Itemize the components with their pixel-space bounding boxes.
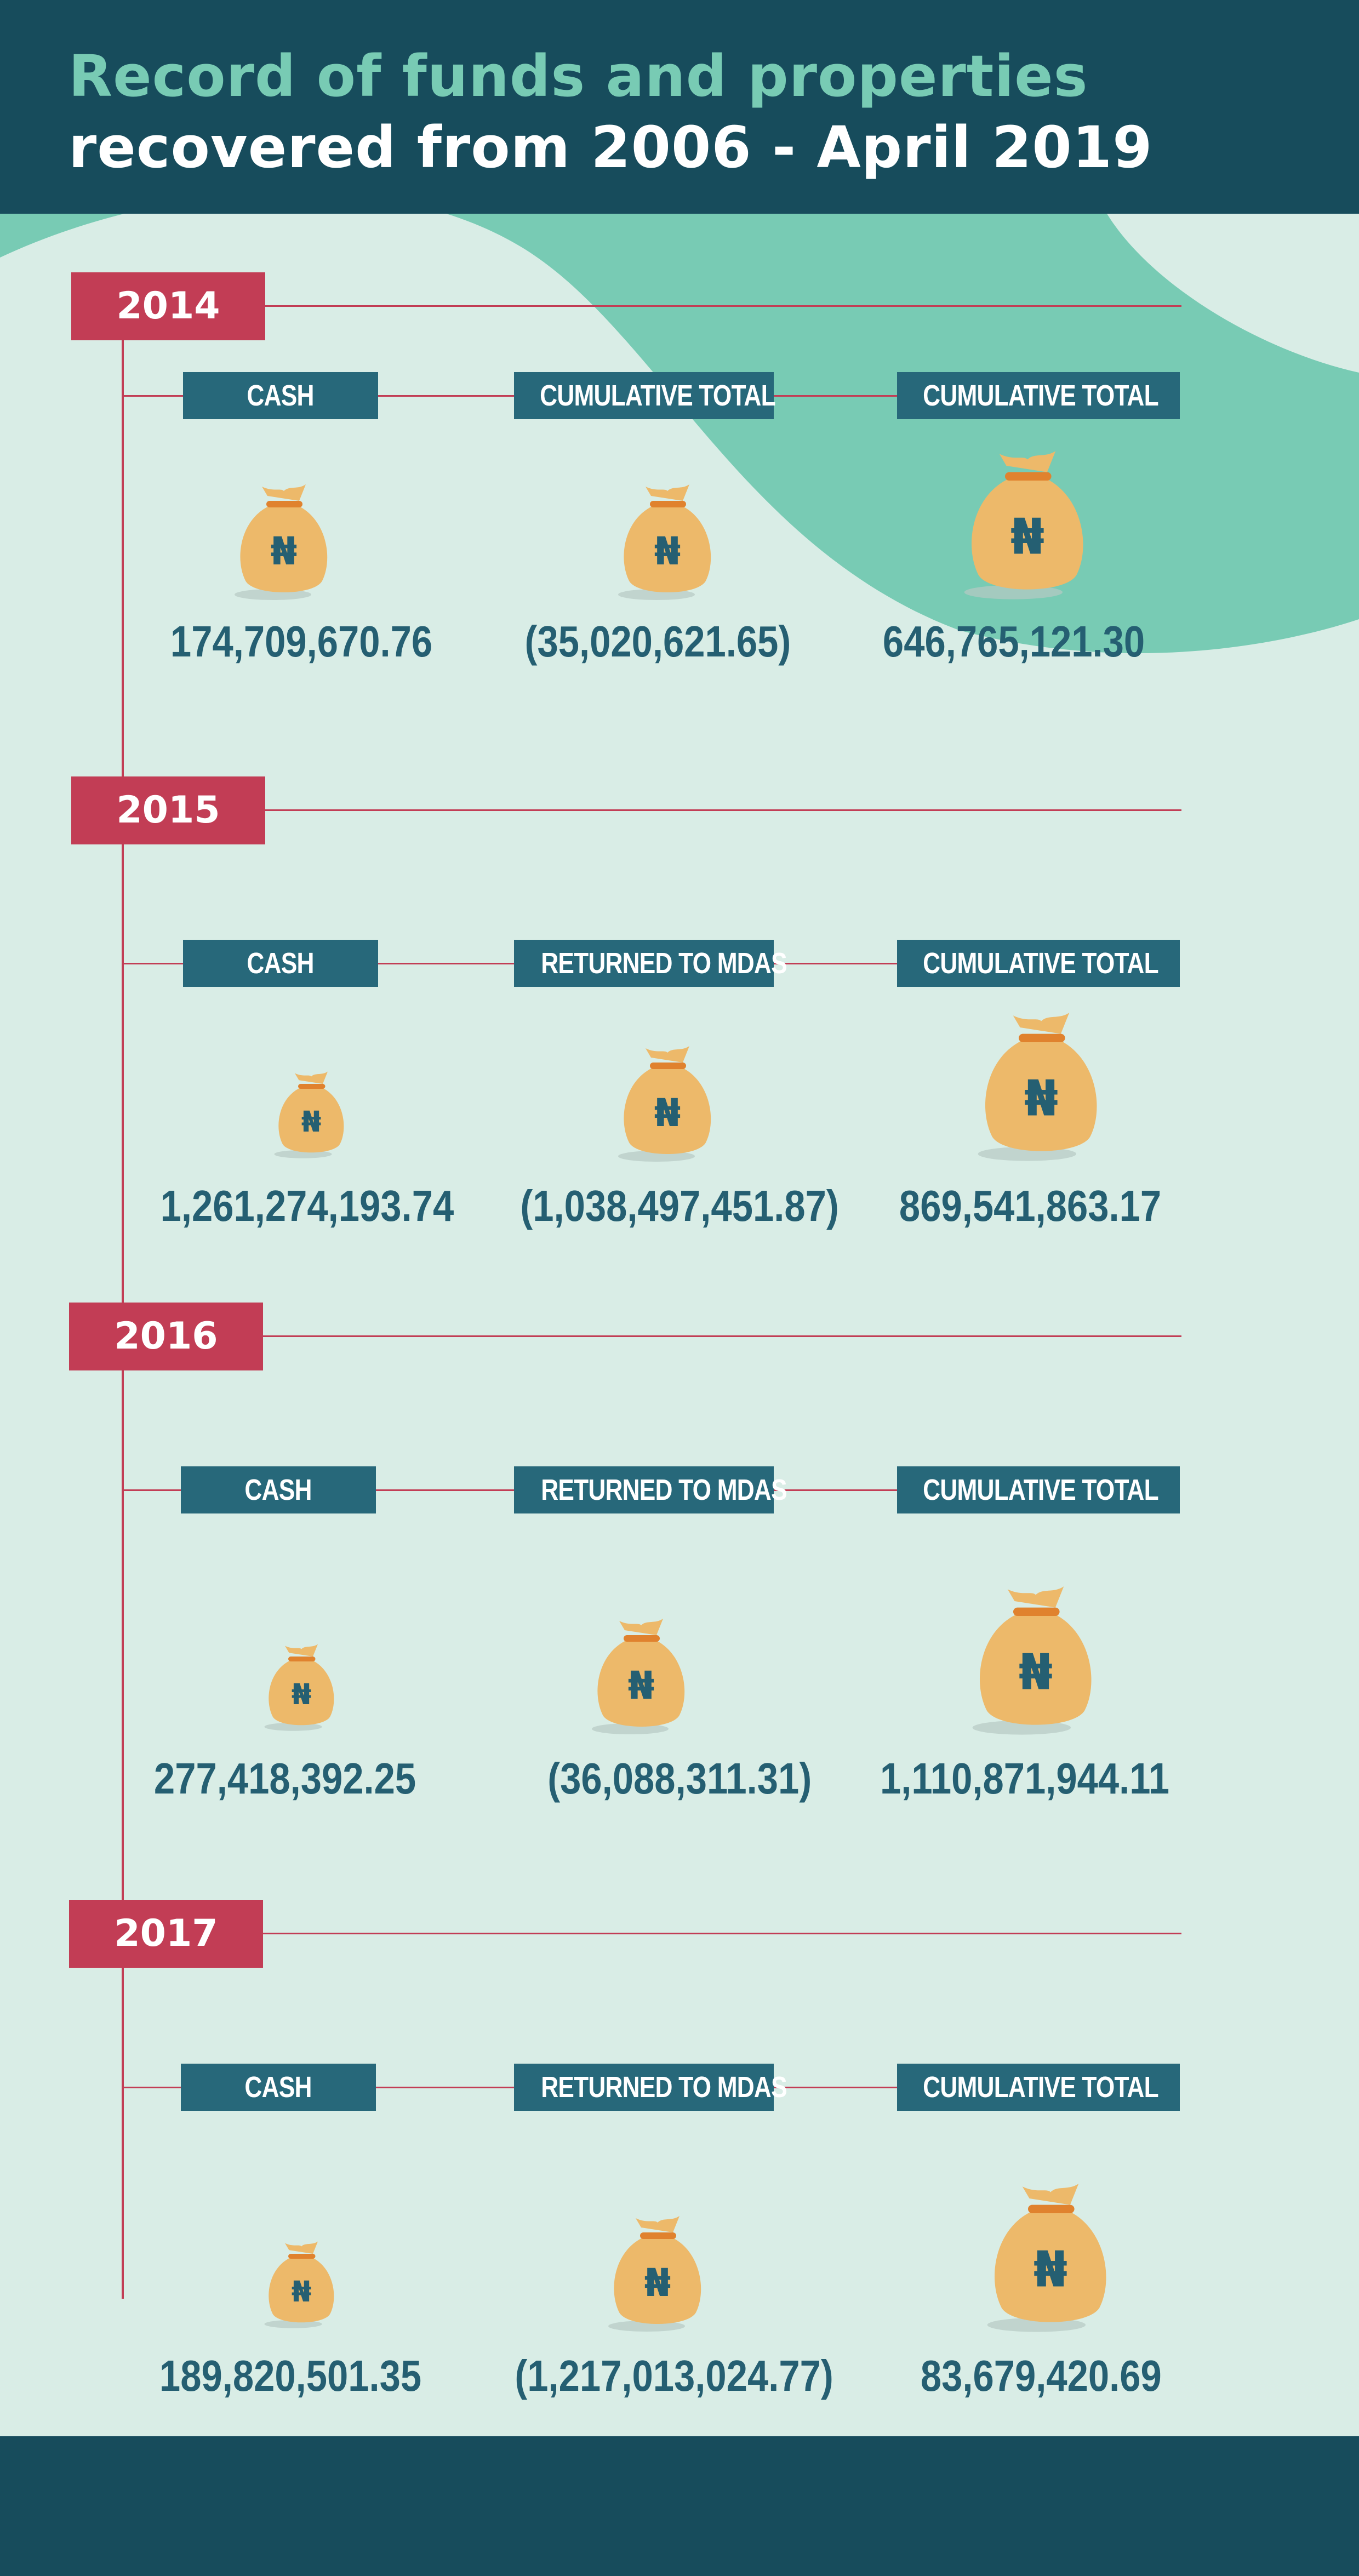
amount-value: (36,088,311.31) <box>547 1754 812 1803</box>
category-label: RETURNED TO MDAS <box>514 1466 787 1513</box>
year-line <box>263 1933 1181 1934</box>
money-bag-icon: ₦ <box>613 482 722 603</box>
svg-text:₦: ₦ <box>654 529 681 574</box>
category-label: RETURNED TO MDAS <box>514 940 787 987</box>
year-tag: 2014 <box>71 272 265 340</box>
svg-text:₦: ₦ <box>1033 2241 1067 2298</box>
amount-value: 189,820,501.35 <box>159 2351 422 2400</box>
title-line-2: recovered from 2006 - April 2019 <box>68 114 1153 181</box>
svg-text:₦: ₦ <box>654 1090 681 1135</box>
money-bag-icon: ₦ <box>962 1584 1110 1738</box>
footer-bar <box>0 2436 1359 2576</box>
category-label: CASH <box>181 2064 376 2111</box>
category-label: CUMULATIVE TOTAL <box>514 372 776 419</box>
amount-value: 174,709,670.76 <box>170 617 433 666</box>
amount-value: 277,418,392.25 <box>153 1754 416 1803</box>
category-label: RETURNED TO MDAS <box>514 2064 787 2111</box>
amount-value: 83,679,420.69 <box>921 2351 1162 2400</box>
amount-value: 646,765,121.30 <box>882 617 1145 666</box>
header-banner: Record of funds and properties recovered… <box>0 0 1359 214</box>
amount-value: 869,541,863.17 <box>899 1181 1162 1230</box>
money-bag-icon: ₦ <box>270 1069 352 1162</box>
category-label: CASH <box>183 940 378 987</box>
year-line <box>265 305 1181 307</box>
year-tag: 2016 <box>69 1303 263 1370</box>
svg-text:₦: ₦ <box>292 2275 312 2309</box>
money-bag-icon: ₦ <box>603 2214 712 2334</box>
svg-text:₦: ₦ <box>271 529 298 574</box>
money-bag-icon: ₦ <box>953 448 1101 603</box>
year-tag: 2015 <box>71 776 265 844</box>
money-bag-icon: ₦ <box>967 1010 1115 1164</box>
money-bag-icon: ₦ <box>260 1638 342 1737</box>
title-line-1: Record of funds and properties <box>68 43 1088 110</box>
category-label: CUMULATIVE TOTAL <box>897 372 1180 419</box>
svg-text:₦: ₦ <box>292 1678 312 1711</box>
svg-text:₦: ₦ <box>1019 1644 1053 1701</box>
amount-value: 1,261,274,193.74 <box>160 1181 454 1230</box>
money-bag-icon: ₦ <box>977 2181 1124 2335</box>
amount-value: (35,020,621.65) <box>524 617 791 666</box>
category-label: CUMULATIVE TOTAL <box>897 940 1180 987</box>
svg-text:₦: ₦ <box>1010 509 1044 566</box>
money-bag-icon: ₦ <box>260 2236 342 2334</box>
amount-value: (1,038,497,451.87) <box>520 1181 839 1230</box>
svg-text:₦: ₦ <box>1024 1070 1058 1127</box>
money-bag-icon: ₦ <box>613 1044 722 1164</box>
year-line <box>263 1335 1181 1337</box>
category-label: CUMULATIVE TOTAL <box>897 2064 1180 2111</box>
money-bag-icon: ₦ <box>586 1617 696 1737</box>
amount-value: (1,217,013,024.77) <box>515 2351 833 2400</box>
svg-text:₦: ₦ <box>628 1663 655 1708</box>
category-label: CUMULATIVE TOTAL <box>897 1466 1180 1513</box>
category-label: CASH <box>181 1466 376 1513</box>
svg-text:₦: ₦ <box>644 2260 671 2305</box>
year-line <box>265 809 1181 811</box>
year-tag: 2017 <box>69 1900 263 1968</box>
svg-text:₦: ₦ <box>301 1105 322 1139</box>
money-bag-icon: ₦ <box>229 482 339 603</box>
amount-value: 1,110,871,944.11 <box>880 1754 1170 1803</box>
category-label: CASH <box>183 372 378 419</box>
